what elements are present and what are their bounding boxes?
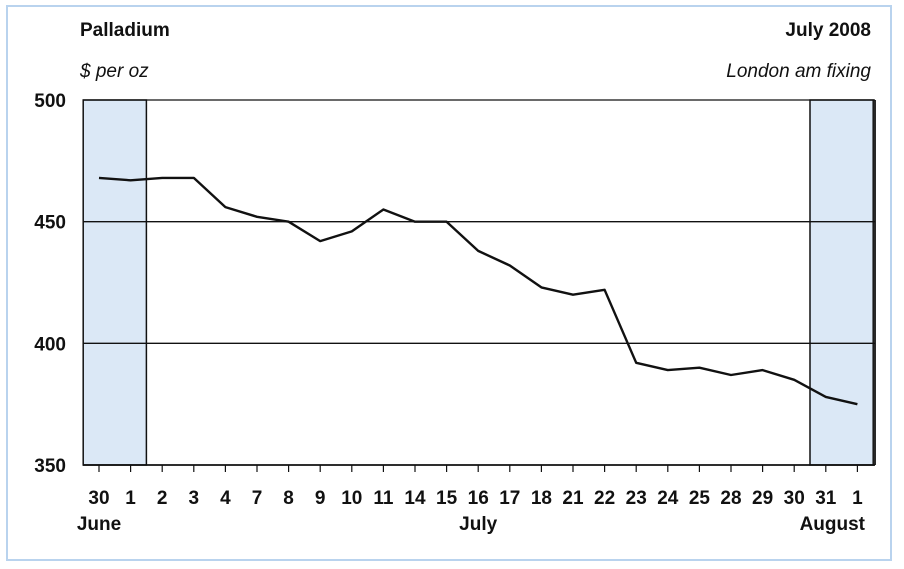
x-tick-label: 21 <box>562 488 584 509</box>
y-tick-label: 450 <box>34 213 66 234</box>
series-line-1 <box>98 176 858 406</box>
x-tick-label: 7 <box>252 488 263 509</box>
x-tick-label: 18 <box>531 488 552 509</box>
x-tick-label: 30 <box>784 488 805 509</box>
x-tick-label: 3 <box>189 488 200 509</box>
x-tick-label: 1 <box>852 488 863 509</box>
x-tick-label: 17 <box>499 488 520 509</box>
x-tick-label: 22 <box>594 488 615 509</box>
y-tick-label: 500 <box>34 91 66 112</box>
x-tick-label: 11 <box>373 488 394 509</box>
shaded-region-1 <box>82 99 148 466</box>
chart-date: July 2008 <box>785 20 871 41</box>
chart-title: Palladium <box>80 20 170 41</box>
x-tick-label: 25 <box>689 488 711 509</box>
x-tick-label: 10 <box>341 488 362 509</box>
month-label-july: July <box>459 514 497 535</box>
y-unit-label: $ per oz <box>80 61 149 82</box>
shaded-region-2 <box>809 99 874 466</box>
x-tick-label: 2 <box>157 488 168 509</box>
x-tick-label: 9 <box>315 488 326 509</box>
x-tick-label: 24 <box>657 488 679 509</box>
y-tick-label: 400 <box>34 334 66 355</box>
month-label-june: June <box>77 514 121 535</box>
x-tick-label: 15 <box>436 488 458 509</box>
x-tick-label: 16 <box>468 488 489 509</box>
chart-source-note: London am fixing <box>726 61 871 82</box>
x-tick-label: 4 <box>220 488 231 509</box>
x-tick-label: 31 <box>815 488 837 509</box>
x-tick-label: 8 <box>283 488 294 509</box>
month-label-august: August <box>800 514 866 535</box>
chart-frame <box>6 5 892 561</box>
x-tick-label: 29 <box>752 488 773 509</box>
x-tick-label: 23 <box>626 488 647 509</box>
y-tick-label: 350 <box>34 456 66 477</box>
x-tick-label: 1 <box>125 488 136 509</box>
x-tick-label: 14 <box>404 488 426 509</box>
x-tick-label: 30 <box>88 488 109 509</box>
x-tick-label: 28 <box>720 488 741 509</box>
